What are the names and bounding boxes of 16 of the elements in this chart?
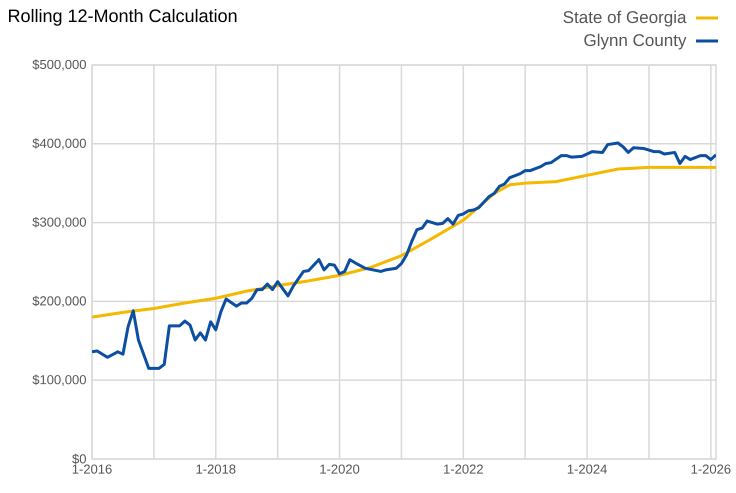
x-tick-label: 1-2020: [320, 464, 360, 474]
chart-title: Rolling 12-Month Calculation: [9, 8, 236, 26]
x-tick-label: 1-2016: [72, 464, 112, 474]
y-tick-label: $100,000: [32, 374, 86, 386]
y-tick-label: $500,000: [32, 59, 86, 71]
y-tick-label: $400,000: [32, 138, 86, 150]
x-tick-label: 1-2022: [444, 464, 483, 474]
y-tick-label: $200,000: [32, 296, 86, 308]
line-series: [92, 142, 716, 370]
legend-label: State of Georgia: [563, 10, 686, 27]
y-tick-label: $0: [72, 454, 86, 464]
x-tick-label: 1-2018: [196, 464, 236, 474]
legend-label: Glynn County: [584, 34, 686, 50]
y-tick-label: $300,000: [32, 216, 86, 228]
x-tick-label: 1-2024: [568, 464, 607, 474]
x-tick-label: 1-2026: [692, 464, 731, 474]
